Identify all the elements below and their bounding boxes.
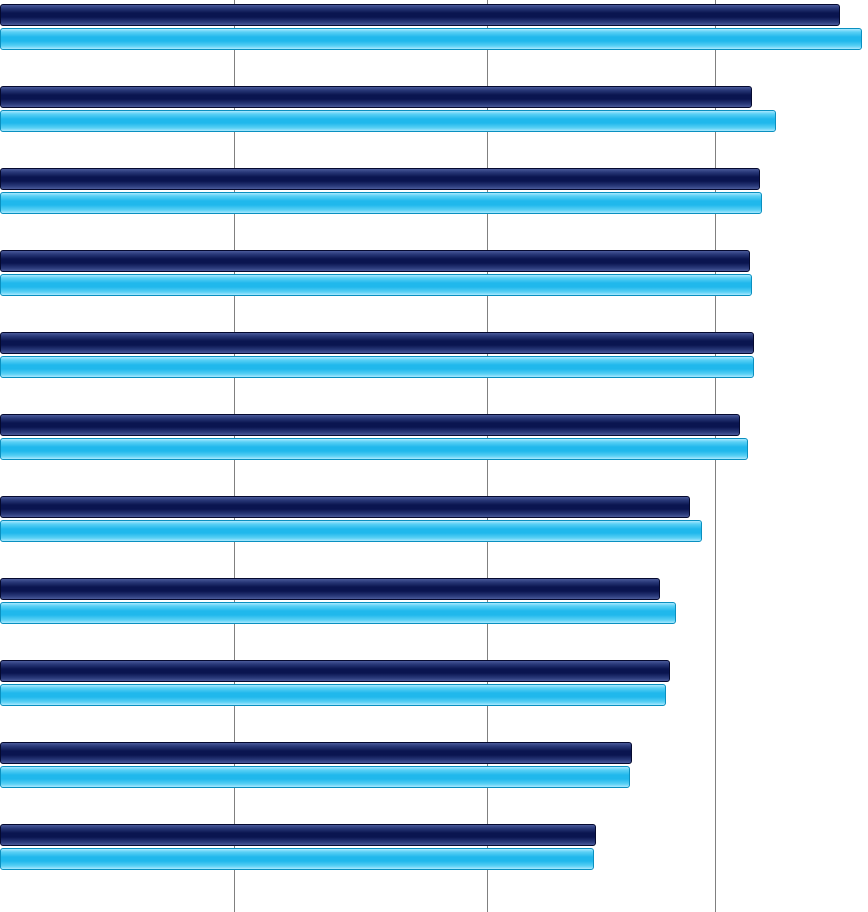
bar-series-dark: [0, 578, 660, 600]
bar-series-dark: [0, 660, 670, 682]
bar-series-dark: [0, 250, 750, 272]
bar-series-light: [0, 356, 754, 378]
bar-series-dark: [0, 86, 752, 108]
bar-series-light: [0, 520, 702, 542]
bar-series-dark: [0, 824, 596, 846]
bar-series-dark: [0, 742, 632, 764]
bar-series-dark: [0, 168, 760, 190]
bar-series-light: [0, 766, 630, 788]
bar-series-light: [0, 438, 748, 460]
bar-series-light: [0, 110, 776, 132]
plot-area: [0, 0, 868, 912]
bar-series-dark: [0, 4, 840, 26]
bar-series-light: [0, 274, 752, 296]
bar-series-light: [0, 848, 594, 870]
bar-series-dark: [0, 496, 690, 518]
bar-series-light: [0, 602, 676, 624]
bar-series-light: [0, 28, 862, 50]
bar-series-light: [0, 192, 762, 214]
bar-series-dark: [0, 332, 754, 354]
horizontal-bar-chart: [0, 0, 868, 912]
bar-series-light: [0, 684, 666, 706]
bar-series-dark: [0, 414, 740, 436]
